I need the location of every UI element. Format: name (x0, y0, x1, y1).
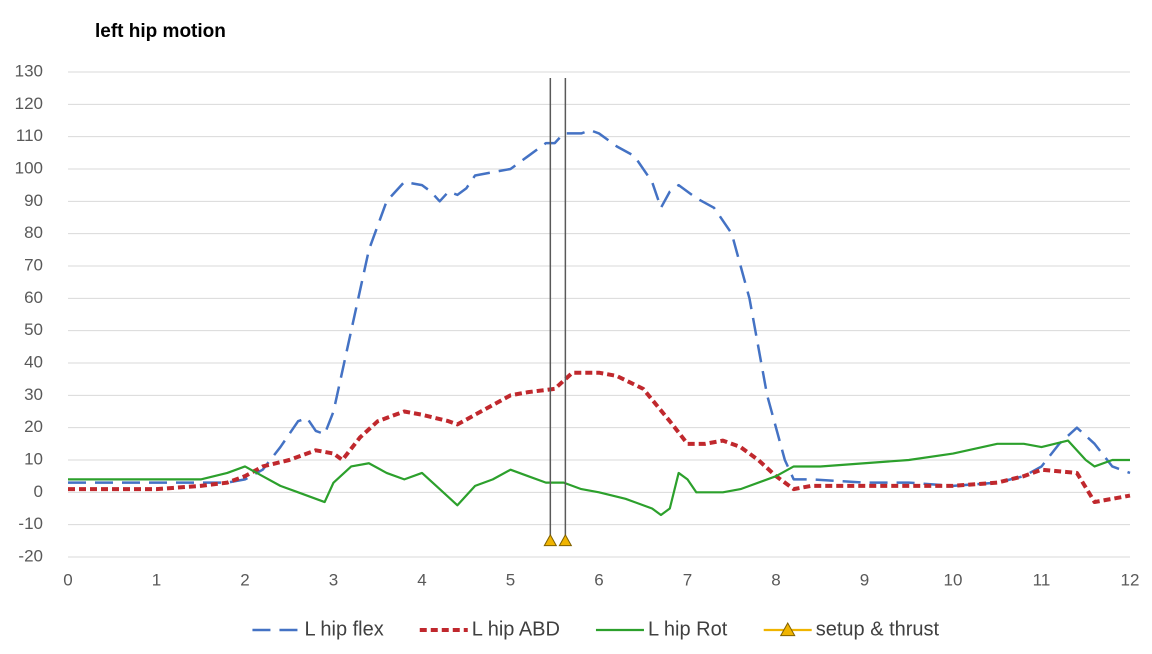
legend-label: L hip ABD (472, 618, 560, 640)
y-tick-label: 90 (24, 191, 43, 210)
marker (558, 533, 573, 547)
marker (543, 533, 558, 547)
legend-item: L hip flex (252, 618, 384, 640)
series-line (68, 370, 1131, 505)
legend-marker (779, 621, 796, 637)
y-tick-label: 130 (15, 61, 43, 80)
y-tick-label: -20 (18, 546, 43, 565)
y-tick-label: 120 (15, 94, 43, 113)
y-tick-label: 50 (24, 320, 43, 339)
x-tick-label: 8 (771, 570, 780, 589)
chart-title: left hip motion (95, 21, 226, 42)
x-tick-label: 9 (860, 570, 869, 589)
x-tick-label: 1 (152, 570, 161, 589)
y-tick-label: 10 (24, 449, 43, 468)
legend-label: L hip flex (304, 618, 383, 640)
legend-label: setup & thrust (816, 618, 940, 640)
y-tick-label: 0 (34, 482, 43, 501)
x-tick-label: 2 (240, 570, 249, 589)
series-line (68, 128, 1131, 488)
y-tick-label: 80 (24, 223, 43, 242)
x-tick-label: 0 (63, 570, 72, 589)
legend-item: L hip Rot (595, 618, 728, 640)
y-tick-label: 20 (24, 417, 43, 436)
legend-item: L hip ABD (419, 618, 560, 640)
y-tick-label: 70 (24, 255, 43, 274)
x-tick-label: 10 (944, 570, 963, 589)
x-tick-label: 11 (1033, 570, 1051, 589)
y-tick-label: -10 (18, 514, 43, 533)
legend-item: setup & thrust (763, 618, 940, 640)
x-tick-label: 7 (683, 570, 692, 589)
series-line (68, 439, 1130, 517)
y-tick-label: 40 (24, 352, 43, 371)
legend: L hip flex L hip ABD L hip Rot setup & thru… (252, 618, 940, 640)
y-tick-label: 100 (15, 158, 43, 177)
legend-label: L hip Rot (648, 618, 728, 640)
x-tick-label: 5 (506, 570, 515, 589)
y-tick-label: 60 (24, 288, 43, 307)
y-tick-label: 30 (24, 385, 43, 404)
x-tick-label: 3 (329, 570, 338, 589)
x-tick-label: 4 (417, 570, 426, 589)
x-tick-label: 6 (594, 570, 603, 589)
x-tick-label: 12 (1121, 570, 1140, 589)
y-tick-label: 110 (16, 126, 43, 145)
